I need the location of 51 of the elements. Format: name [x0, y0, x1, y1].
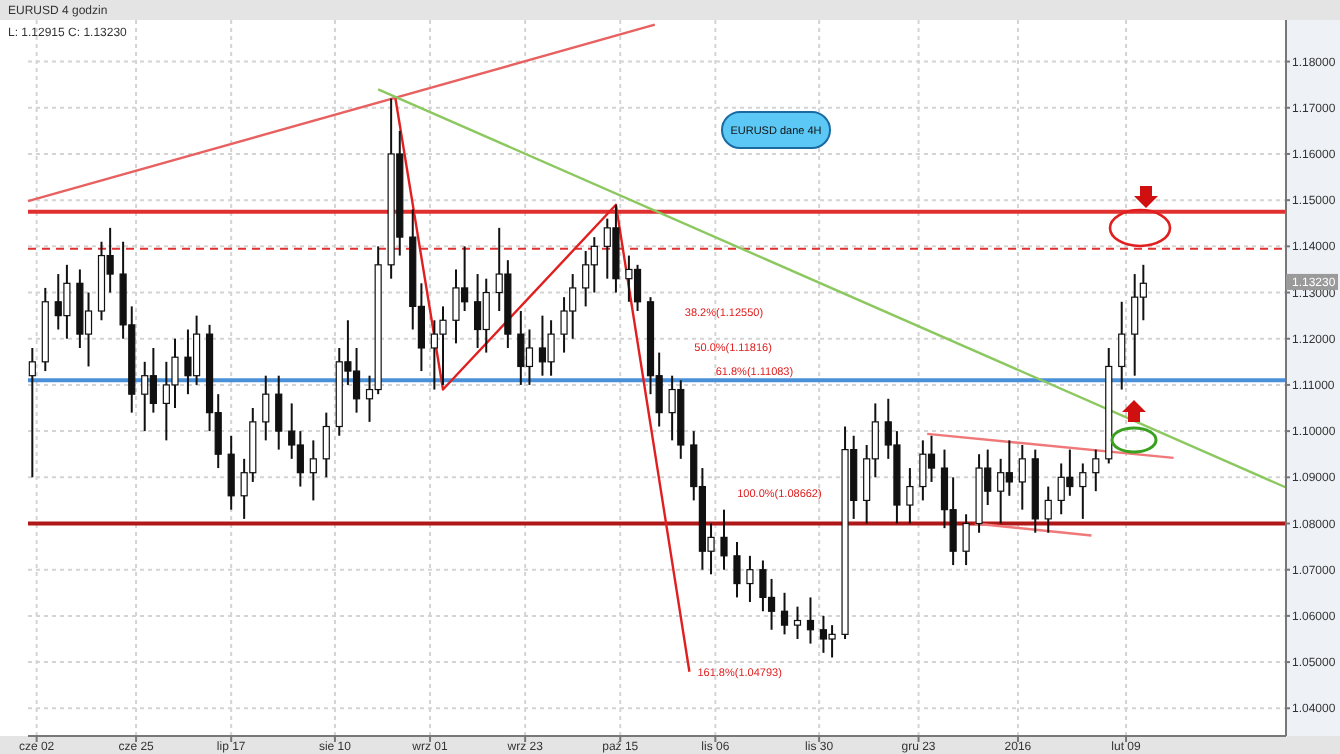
candlestick — [668, 374, 676, 442]
candlestick — [525, 328, 534, 386]
candlestick — [538, 314, 547, 377]
candlestick — [322, 411, 330, 479]
candlestick — [733, 540, 741, 599]
candlestick — [84, 291, 93, 368]
candlestick — [997, 457, 1005, 525]
candlestick — [1066, 448, 1074, 497]
candlestick — [1018, 443, 1026, 511]
candlestick — [767, 577, 776, 631]
candlestick — [439, 305, 447, 386]
candlestick — [780, 591, 789, 636]
candlestick — [1118, 300, 1126, 391]
candlestick — [184, 328, 192, 396]
candlestick — [590, 236, 598, 294]
candlestick — [1131, 273, 1139, 377]
candlestick — [625, 254, 633, 303]
candlestick — [793, 605, 802, 640]
candlestick — [1079, 462, 1087, 520]
candlestick — [1044, 485, 1052, 534]
candlestick — [227, 434, 235, 511]
candlestick — [1057, 462, 1065, 516]
candlestick — [633, 263, 642, 313]
candlestick — [819, 614, 828, 654]
candlestick — [473, 273, 482, 349]
candlestick — [1092, 448, 1100, 493]
candlestick — [517, 310, 525, 386]
candlestick — [141, 360, 149, 433]
candlestick — [262, 374, 270, 442]
candlestick — [275, 374, 283, 451]
candlestick — [309, 439, 317, 502]
candlestick — [452, 268, 460, 345]
candlestick — [547, 319, 555, 377]
candlestick — [759, 559, 767, 613]
candlestick — [352, 346, 361, 414]
candlestick — [296, 430, 304, 488]
candlestick — [1005, 439, 1013, 497]
candlestick — [582, 249, 590, 308]
candlestick — [28, 346, 36, 479]
candlestick — [720, 508, 728, 571]
candlestick — [171, 337, 179, 410]
candlestick — [828, 624, 836, 659]
candlestick — [149, 346, 157, 414]
candlestick — [806, 596, 815, 645]
candlestick — [919, 439, 927, 502]
candlestick — [927, 434, 936, 483]
candlestick — [63, 263, 71, 340]
candlestick — [746, 554, 754, 604]
candlestick — [962, 513, 970, 567]
candlestick — [906, 467, 914, 525]
candlestick — [482, 277, 490, 354]
